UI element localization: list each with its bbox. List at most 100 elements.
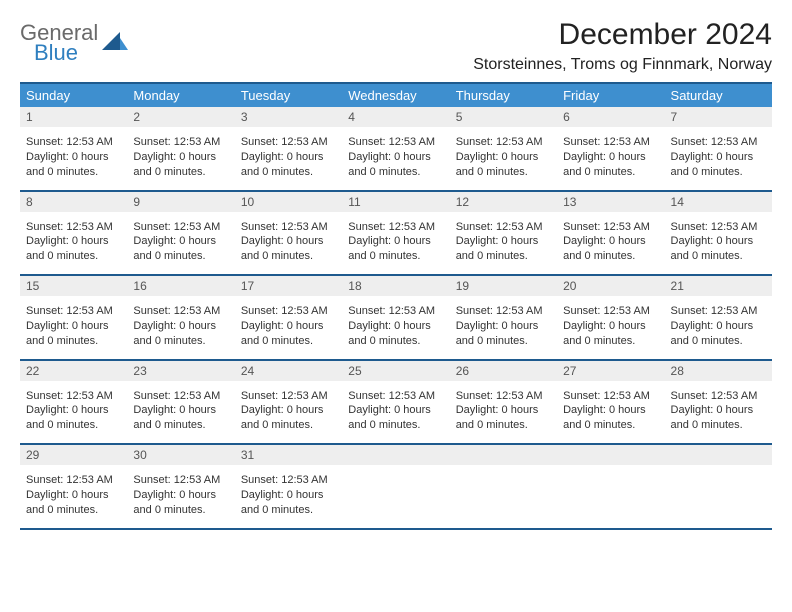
sunset-text: Sunset: 12:53 AM [563, 304, 658, 319]
day-details: Sunset: 12:53 AMDaylight: 0 hoursand 0 m… [20, 127, 127, 190]
daylight-text-1: Daylight: 0 hours [671, 234, 766, 249]
daylight-text-2: and 0 minutes. [133, 503, 228, 518]
daylight-text-1: Daylight: 0 hours [563, 319, 658, 334]
day-details: Sunset: 12:53 AMDaylight: 0 hoursand 0 m… [127, 465, 234, 528]
day-details: Sunset: 12:53 AMDaylight: 0 hoursand 0 m… [127, 127, 234, 190]
sunset-text: Sunset: 12:53 AM [133, 473, 228, 488]
sunset-text: Sunset: 12:53 AM [563, 389, 658, 404]
week-daynum-row: 293031 [20, 445, 772, 465]
week-details-row: Sunset: 12:53 AMDaylight: 0 hoursand 0 m… [20, 127, 772, 190]
day-number: 18 [342, 276, 449, 296]
daylight-text-1: Daylight: 0 hours [456, 234, 551, 249]
calendar-week: 1234567Sunset: 12:53 AMDaylight: 0 hours… [20, 107, 772, 192]
daylight-text-2: and 0 minutes. [26, 165, 121, 180]
daylight-text-2: and 0 minutes. [241, 503, 336, 518]
calendar: Sunday Monday Tuesday Wednesday Thursday… [20, 82, 772, 530]
sunset-text: Sunset: 12:53 AM [563, 220, 658, 235]
sunset-text: Sunset: 12:53 AM [348, 304, 443, 319]
day-details: Sunset: 12:53 AMDaylight: 0 hoursand 0 m… [20, 465, 127, 528]
daylight-text-2: and 0 minutes. [241, 165, 336, 180]
day-details: Sunset: 12:53 AMDaylight: 0 hoursand 0 m… [342, 212, 449, 275]
day-details: Sunset: 12:53 AMDaylight: 0 hoursand 0 m… [557, 381, 664, 444]
day-details: Sunset: 12:53 AMDaylight: 0 hoursand 0 m… [20, 381, 127, 444]
daylight-text-1: Daylight: 0 hours [133, 234, 228, 249]
day-details: Sunset: 12:53 AMDaylight: 0 hoursand 0 m… [557, 296, 664, 359]
day-label: Saturday [665, 84, 772, 107]
day-number: 28 [665, 361, 772, 381]
week-daynum-row: 1234567 [20, 107, 772, 127]
sunset-text: Sunset: 12:53 AM [671, 389, 766, 404]
calendar-week: 15161718192021Sunset: 12:53 AMDaylight: … [20, 276, 772, 361]
daylight-text-2: and 0 minutes. [26, 418, 121, 433]
daylight-text-1: Daylight: 0 hours [563, 234, 658, 249]
daylight-text-2: and 0 minutes. [563, 334, 658, 349]
sunset-text: Sunset: 12:53 AM [241, 473, 336, 488]
daylight-text-1: Daylight: 0 hours [133, 150, 228, 165]
daylight-text-2: and 0 minutes. [671, 249, 766, 264]
day-details: Sunset: 12:53 AMDaylight: 0 hoursand 0 m… [342, 127, 449, 190]
day-number: 23 [127, 361, 234, 381]
day-details: Sunset: 12:53 AMDaylight: 0 hoursand 0 m… [665, 212, 772, 275]
daylight-text-2: and 0 minutes. [26, 334, 121, 349]
sunset-text: Sunset: 12:53 AM [241, 135, 336, 150]
daylight-text-1: Daylight: 0 hours [456, 403, 551, 418]
daylight-text-1: Daylight: 0 hours [241, 150, 336, 165]
daylight-text-2: and 0 minutes. [671, 334, 766, 349]
day-details: Sunset: 12:53 AMDaylight: 0 hoursand 0 m… [127, 381, 234, 444]
week-details-row: Sunset: 12:53 AMDaylight: 0 hoursand 0 m… [20, 212, 772, 275]
day-number: 3 [235, 107, 342, 127]
daylight-text-1: Daylight: 0 hours [26, 319, 121, 334]
daylight-text-1: Daylight: 0 hours [241, 488, 336, 503]
day-details: Sunset: 12:53 AMDaylight: 0 hoursand 0 m… [235, 212, 342, 275]
day-label: Thursday [450, 84, 557, 107]
day-details: Sunset: 12:53 AMDaylight: 0 hoursand 0 m… [235, 127, 342, 190]
daylight-text-1: Daylight: 0 hours [348, 234, 443, 249]
daylight-text-2: and 0 minutes. [348, 418, 443, 433]
daylight-text-1: Daylight: 0 hours [563, 150, 658, 165]
daylight-text-2: and 0 minutes. [133, 334, 228, 349]
day-number: 31 [235, 445, 342, 465]
sunset-text: Sunset: 12:53 AM [133, 135, 228, 150]
day-details: Sunset: 12:53 AMDaylight: 0 hoursand 0 m… [235, 296, 342, 359]
week-daynum-row: 15161718192021 [20, 276, 772, 296]
day-number: 6 [557, 107, 664, 127]
day-number: 2 [127, 107, 234, 127]
day-number: 15 [20, 276, 127, 296]
logo: General Blue [20, 22, 130, 64]
daylight-text-1: Daylight: 0 hours [241, 403, 336, 418]
daylight-text-1: Daylight: 0 hours [456, 150, 551, 165]
daylight-text-1: Daylight: 0 hours [241, 319, 336, 334]
week-daynum-row: 891011121314 [20, 192, 772, 212]
sunset-text: Sunset: 12:53 AM [348, 220, 443, 235]
day-number: 17 [235, 276, 342, 296]
daylight-text-1: Daylight: 0 hours [456, 319, 551, 334]
daylight-text-2: and 0 minutes. [241, 418, 336, 433]
day-details: Sunset: 12:53 AMDaylight: 0 hoursand 0 m… [342, 381, 449, 444]
day-details: Sunset: 12:53 AMDaylight: 0 hoursand 0 m… [450, 212, 557, 275]
day-number: 7 [665, 107, 772, 127]
day-number: 30 [127, 445, 234, 465]
day-number: 10 [235, 192, 342, 212]
calendar-header-row: Sunday Monday Tuesday Wednesday Thursday… [20, 84, 772, 107]
day-details: Sunset: 12:53 AMDaylight: 0 hoursand 0 m… [665, 296, 772, 359]
day-details: Sunset: 12:53 AMDaylight: 0 hoursand 0 m… [20, 296, 127, 359]
sunset-text: Sunset: 12:53 AM [133, 220, 228, 235]
day-details: Sunset: 12:53 AMDaylight: 0 hoursand 0 m… [450, 296, 557, 359]
daylight-text-2: and 0 minutes. [348, 334, 443, 349]
sunset-text: Sunset: 12:53 AM [671, 304, 766, 319]
day-number: 25 [342, 361, 449, 381]
day-number: 21 [665, 276, 772, 296]
header: General Blue December 2024 Storsteinnes,… [20, 18, 772, 74]
daylight-text-2: and 0 minutes. [133, 418, 228, 433]
daylight-text-2: and 0 minutes. [671, 165, 766, 180]
daylight-text-1: Daylight: 0 hours [26, 150, 121, 165]
daylight-text-1: Daylight: 0 hours [26, 234, 121, 249]
day-label: Wednesday [342, 84, 449, 107]
week-details-row: Sunset: 12:53 AMDaylight: 0 hoursand 0 m… [20, 296, 772, 359]
day-details: Sunset: 12:53 AMDaylight: 0 hoursand 0 m… [235, 381, 342, 444]
daylight-text-1: Daylight: 0 hours [133, 403, 228, 418]
day-details: Sunset: 12:53 AMDaylight: 0 hoursand 0 m… [342, 296, 449, 359]
day-number: 8 [20, 192, 127, 212]
daylight-text-2: and 0 minutes. [133, 165, 228, 180]
day-number: 14 [665, 192, 772, 212]
